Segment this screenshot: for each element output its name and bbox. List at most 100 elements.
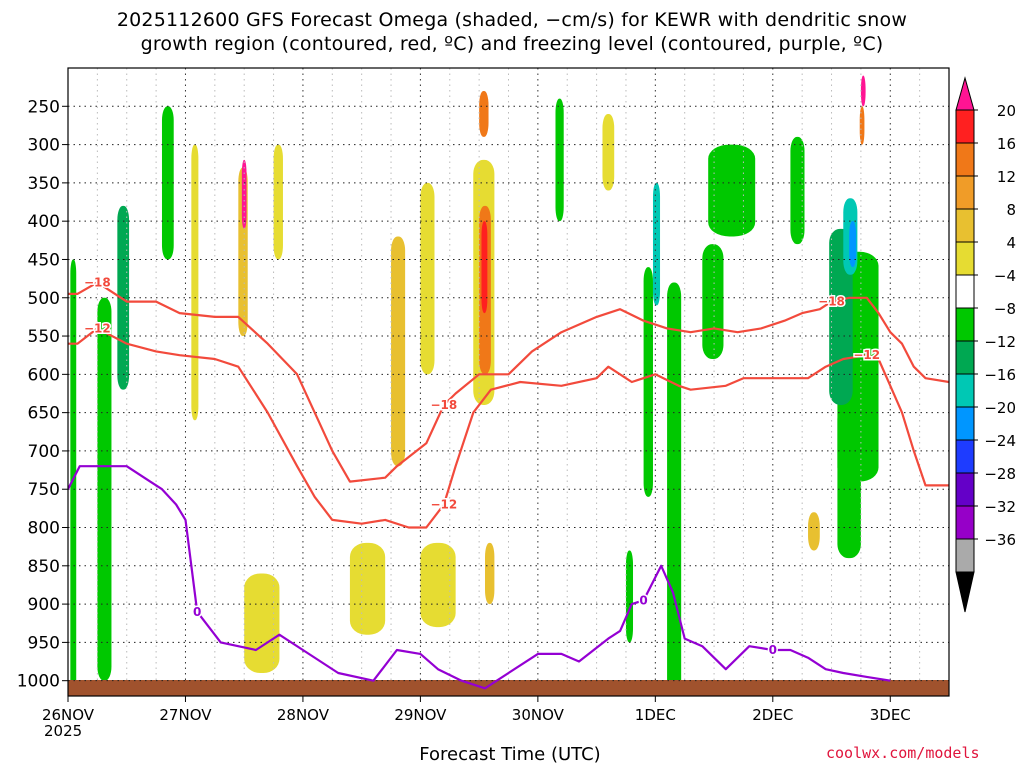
colorbar-label-0: 20 <box>997 102 1016 120</box>
contour-label-0-0: −18 <box>84 275 111 289</box>
chart-title-line-2: growth region (contoured, red, ºC) and f… <box>140 33 884 55</box>
y-tick-label-8: 650 <box>28 404 60 424</box>
colorbar-label-1: 16 <box>997 135 1016 153</box>
omega-region-0 <box>70 259 77 696</box>
colorbar-label-3: 8 <box>1006 201 1016 219</box>
y-tick-label-4: 450 <box>28 250 60 270</box>
omega-region-11 <box>420 182 435 375</box>
omega-region-30 <box>849 221 857 268</box>
contour-line-0 <box>68 281 949 483</box>
omega-region-20 <box>643 267 653 497</box>
y-axis-ticks: 250 300 350 400 450 500 550 600 650 700 750 800 850 9… <box>17 97 68 692</box>
y-tick-label-14: 950 <box>28 633 60 653</box>
omega-region-18 <box>555 98 564 222</box>
omega-region-10 <box>391 236 406 467</box>
colorbar-swatch-6 <box>955 274 975 309</box>
omega-region-1 <box>97 297 112 681</box>
colorbar-label-10: −24 <box>984 432 1016 450</box>
y-tick-label-5: 500 <box>28 289 60 309</box>
contour-label-0-1: −18 <box>431 398 458 412</box>
colorbar-swatch-13 <box>955 505 975 540</box>
y-tick-label-11: 800 <box>28 519 60 539</box>
colorbar-swatch-8 <box>955 340 975 375</box>
omega-region-9 <box>349 542 386 635</box>
colorbar: 20 16 12 8 4 −4 −8 −12 −16 −20 −24 −28 −32 −36 <box>955 76 1016 613</box>
temperature-contours: −18 −18 −18 −12 −12 −12 0 0 0 <box>68 274 949 690</box>
omega-region-33 <box>860 75 866 107</box>
plot-frame <box>67 67 950 697</box>
x-tick-label-1: 27NOV <box>159 706 212 724</box>
colorbar-swatch-11 <box>955 439 975 474</box>
colorbar-label-4: 4 <box>1006 234 1016 252</box>
colorbar-bottom-arrow <box>955 571 975 613</box>
omega-region-23 <box>652 182 661 306</box>
y-tick-label-0: 250 <box>28 97 60 117</box>
colorbar-top-arrow <box>955 76 975 111</box>
x-tick-label-6: 2DEC <box>752 706 793 724</box>
x-tick-label-2: 28NOV <box>277 706 330 724</box>
colorbar-label-2: 12 <box>997 168 1016 186</box>
colorbar-swatch-10 <box>955 406 975 441</box>
y-tick-label-7: 600 <box>28 365 60 385</box>
y-tick-label-13: 900 <box>28 595 60 615</box>
colorbar-label-5: −4 <box>994 267 1016 285</box>
omega-region-19 <box>602 113 615 191</box>
omega-region-8 <box>244 573 280 674</box>
colorbar-swatch-3 <box>955 175 975 210</box>
y-tick-label-10: 750 <box>28 480 60 500</box>
omega-region-14 <box>481 221 488 314</box>
colorbar-swatch-7 <box>955 307 975 342</box>
colorbar-swatch-4 <box>955 208 975 243</box>
colorbar-label-6: −8 <box>994 300 1016 318</box>
omega-region-17 <box>485 542 495 605</box>
omega-region-16 <box>420 542 456 628</box>
y-tick-label-3: 400 <box>28 212 60 232</box>
colorbar-label-12: −32 <box>984 498 1016 516</box>
grid-lines <box>68 68 949 682</box>
colorbar-label-8: −16 <box>984 366 1016 384</box>
omega-region-24 <box>708 144 756 237</box>
y-tick-label-9: 700 <box>28 442 60 462</box>
omega-region-26 <box>790 136 805 245</box>
credit-link[interactable]: coolwx.com/models <box>826 744 980 762</box>
y-tick-label-1: 300 <box>28 136 60 156</box>
omega-region-31 <box>837 404 861 559</box>
colorbar-swatch-1 <box>955 109 975 144</box>
omega-region-25 <box>702 244 724 360</box>
omega-region-7 <box>273 144 283 260</box>
colorbar-swatch-2 <box>955 142 975 177</box>
plot-border <box>67 67 950 697</box>
contour-label-1-0: −12 <box>84 321 111 335</box>
colorbar-label-7: −12 <box>984 333 1016 351</box>
contour-line-2 <box>68 465 891 690</box>
x-axis-ticks: 26NOV 27NOV 28NOV 29NOV 30NOV 1DEC 2DEC 3DEC <box>42 696 911 724</box>
omega-region-22 <box>667 282 682 696</box>
y-tick-label-2: 350 <box>28 174 60 194</box>
contour-line-1 <box>68 327 949 529</box>
contour-label-1-2: −12 <box>853 348 880 362</box>
x-axis-year-label: 2025 <box>44 722 83 740</box>
x-tick-label-4: 30NOV <box>512 706 565 724</box>
x-tick-label-7: 3DEC <box>870 706 911 724</box>
x-tick-label-0: 26NOV <box>42 706 95 724</box>
colorbar-swatch-14 <box>955 538 975 573</box>
chart-title-line-1: 2025112600 GFS Forecast Omega (shaded, −… <box>116 9 908 31</box>
contour-label-0-2: −18 <box>818 295 845 309</box>
chart-title: 2025112600 GFS Forecast Omega (shaded, −… <box>0 8 1024 56</box>
contour-label-2-0: 0 <box>193 605 201 619</box>
omega-region-15 <box>479 90 489 137</box>
colorbar-swatch-9 <box>955 373 975 408</box>
contour-label-2-2: 0 <box>769 643 777 657</box>
contour-label-2-1: 0 <box>639 593 647 607</box>
colorbar-swatch-12 <box>955 472 975 507</box>
y-tick-label-12: 850 <box>28 557 60 577</box>
ground-band <box>68 680 949 696</box>
omega-region-32 <box>808 512 820 551</box>
colorbar-label-9: −20 <box>984 399 1016 417</box>
colorbar-label-11: −28 <box>984 465 1016 483</box>
omega-region-21 <box>625 550 634 643</box>
ground-surface <box>68 680 949 696</box>
contour-label-1-1: −12 <box>431 498 458 512</box>
omega-region-6 <box>241 159 247 229</box>
